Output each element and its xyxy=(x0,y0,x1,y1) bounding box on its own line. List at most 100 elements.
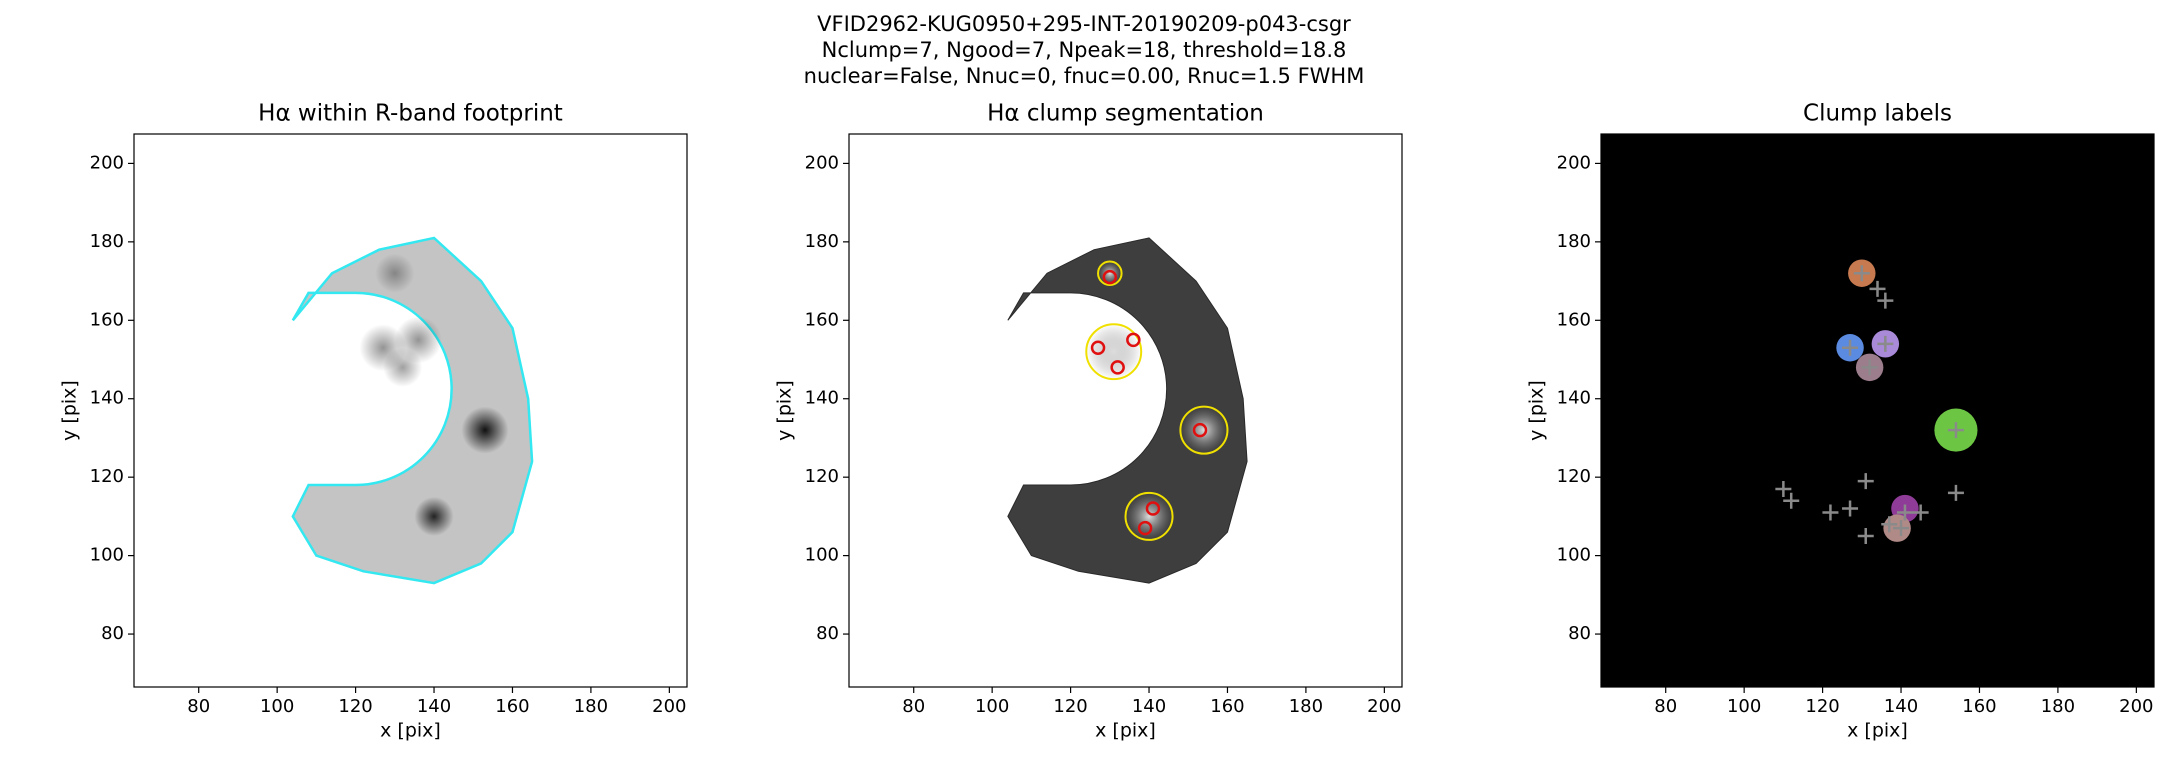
clump-marker xyxy=(1192,422,1208,438)
clump-marker xyxy=(1090,340,1106,355)
emission-blob xyxy=(414,496,454,537)
clump-marker xyxy=(1137,520,1153,536)
clump-marker xyxy=(1145,501,1161,516)
y-axis-label: y [pix] xyxy=(59,380,81,441)
x-tick-label: 80 xyxy=(902,696,925,717)
x-tick-label: 180 xyxy=(2041,696,2075,717)
peak-marker xyxy=(1857,473,1874,490)
figure-title: Nclump=7, Ngood=7, Npeak=18, threshold=1… xyxy=(822,38,1347,62)
y-tick-label: 200 xyxy=(1557,152,1591,173)
peak-marker xyxy=(1842,500,1859,517)
peak-marker xyxy=(1877,292,1894,309)
x-tick-label: 160 xyxy=(495,696,529,717)
y-tick-label: 200 xyxy=(90,152,124,173)
peak-marker xyxy=(1857,528,1874,545)
y-tick-label: 180 xyxy=(1557,231,1591,252)
x-tick-label: 160 xyxy=(1210,696,1244,717)
y-axis-label: y [pix] xyxy=(1526,380,1548,441)
clump-contour xyxy=(1097,260,1123,286)
clump-fill xyxy=(1180,406,1228,454)
axes-title: Clump labels xyxy=(1803,101,1952,127)
y-tick-label: 80 xyxy=(101,623,124,644)
x-axis-label: x [pix] xyxy=(1095,720,1156,742)
y-tick-label: 160 xyxy=(1557,309,1591,330)
y-tick-label: 140 xyxy=(90,388,124,409)
x-tick-label: 200 xyxy=(1367,696,1401,717)
clump-fill xyxy=(1125,492,1173,540)
clump-marker xyxy=(1102,269,1118,285)
x-axis-label: x [pix] xyxy=(1847,720,1908,742)
x-tick-label: 100 xyxy=(260,696,294,717)
y-tick-label: 160 xyxy=(805,309,839,330)
y-tick-label: 80 xyxy=(816,623,839,644)
y-tick-label: 100 xyxy=(90,545,124,566)
peak-marker xyxy=(1881,516,1898,533)
x-tick-label: 140 xyxy=(1884,696,1918,717)
panel xyxy=(134,134,687,687)
x-tick-label: 100 xyxy=(1727,696,1761,717)
panel xyxy=(1601,134,2154,687)
y-tick-label: 160 xyxy=(90,309,124,330)
y-tick-label: 180 xyxy=(805,231,839,252)
x-tick-label: 200 xyxy=(2119,696,2153,717)
x-tick-label: 120 xyxy=(1805,696,1839,717)
y-tick-label: 120 xyxy=(90,466,124,487)
axes-frame xyxy=(848,133,1403,688)
axes-background xyxy=(849,134,1402,687)
y-tick-label: 120 xyxy=(805,466,839,487)
x-tick-label: 120 xyxy=(1053,696,1087,717)
x-tick-label: 180 xyxy=(1289,696,1323,717)
y-tick-label: 80 xyxy=(1568,623,1591,644)
axes-title: Hα within R-band footprint xyxy=(258,101,563,127)
panel xyxy=(849,134,1402,687)
x-tick-label: 100 xyxy=(975,696,1009,717)
x-tick-label: 80 xyxy=(1654,696,1677,717)
peak-marker xyxy=(1861,359,1878,376)
emission-blob xyxy=(375,253,415,293)
peak-marker xyxy=(1947,484,1964,501)
peak-marker xyxy=(1853,265,1870,282)
peak-marker xyxy=(1822,504,1839,521)
axes-background xyxy=(134,134,687,687)
clump-contour xyxy=(1124,491,1174,541)
emission-blob xyxy=(461,406,509,454)
x-tick-label: 140 xyxy=(1132,696,1166,717)
galaxy xyxy=(1007,237,1248,584)
x-tick-label: 80 xyxy=(187,696,210,717)
peak-marker xyxy=(1896,504,1913,521)
peak-marker xyxy=(1775,480,1792,497)
peak-marker xyxy=(1947,422,1964,439)
peak-marker xyxy=(1783,492,1800,509)
peak-marker xyxy=(1877,335,1894,352)
clump-marker xyxy=(1110,360,1125,375)
x-tick-label: 120 xyxy=(338,696,372,717)
y-tick-label: 100 xyxy=(1557,545,1591,566)
clump-contour xyxy=(1179,405,1229,455)
x-axis-label: x [pix] xyxy=(380,720,441,742)
x-tick-label: 180 xyxy=(574,696,608,717)
axes-frame xyxy=(133,133,688,688)
x-tick-label: 200 xyxy=(652,696,686,717)
emission-blob xyxy=(383,347,423,387)
y-tick-label: 200 xyxy=(805,152,839,173)
x-tick-label: 140 xyxy=(417,696,451,717)
peak-marker xyxy=(1912,504,1929,521)
axes-background xyxy=(1601,134,2154,687)
peak-marker xyxy=(1842,339,1859,356)
y-axis-label: y [pix] xyxy=(774,380,796,441)
y-tick-label: 140 xyxy=(1557,388,1591,409)
clump-contour xyxy=(1085,323,1143,381)
y-tick-label: 140 xyxy=(805,388,839,409)
x-tick-label: 160 xyxy=(1962,696,1996,717)
clump-marker xyxy=(1126,332,1141,348)
y-tick-label: 180 xyxy=(90,231,124,252)
figure-title: VFID2962-KUG0950+295-INT-20190209-p043-c… xyxy=(817,12,1351,36)
axes-frame xyxy=(1600,133,2155,688)
y-tick-label: 100 xyxy=(805,545,839,566)
peak-marker xyxy=(1893,520,1910,537)
y-tick-label: 120 xyxy=(1557,466,1591,487)
figure-title: nuclear=False, Nnuc=0, fnuc=0.00, Rnuc=1… xyxy=(804,64,1365,88)
axes-title: Hα clump segmentation xyxy=(987,101,1264,127)
peak-marker xyxy=(1869,280,1886,297)
